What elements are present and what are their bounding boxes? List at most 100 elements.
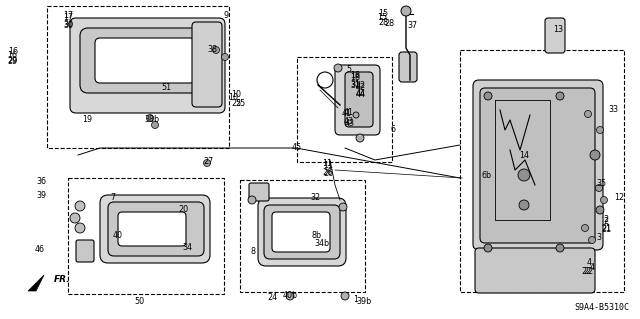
Text: 41
43: 41 43 <box>344 108 354 126</box>
Text: 41: 41 <box>342 109 352 118</box>
Text: 1: 1 <box>353 295 358 305</box>
Circle shape <box>600 197 607 204</box>
Text: 13: 13 <box>553 25 563 33</box>
Text: 17
30: 17 30 <box>63 11 73 29</box>
Text: 35: 35 <box>596 179 606 188</box>
Text: 16: 16 <box>7 50 17 60</box>
Text: S9A4-B5310C: S9A4-B5310C <box>574 303 629 312</box>
Text: 40b: 40b <box>282 291 298 300</box>
FancyBboxPatch shape <box>118 212 186 246</box>
FancyBboxPatch shape <box>100 195 210 263</box>
Text: 8: 8 <box>250 247 255 256</box>
Circle shape <box>334 64 342 72</box>
Text: 16
29: 16 29 <box>8 47 18 65</box>
Text: 36: 36 <box>36 176 46 186</box>
Text: 42: 42 <box>356 83 366 92</box>
Circle shape <box>286 292 294 300</box>
Text: 19: 19 <box>82 115 92 124</box>
Text: 51: 51 <box>161 84 171 93</box>
Text: 18: 18 <box>350 72 360 81</box>
Text: 46: 46 <box>35 244 45 254</box>
Text: 2
21: 2 21 <box>601 215 611 234</box>
Circle shape <box>484 244 492 252</box>
FancyBboxPatch shape <box>399 52 417 82</box>
Text: 30: 30 <box>63 21 73 31</box>
Bar <box>297 57 392 162</box>
Text: 11: 11 <box>323 161 333 170</box>
Text: 3: 3 <box>596 234 602 242</box>
FancyBboxPatch shape <box>192 22 222 107</box>
Circle shape <box>590 150 600 160</box>
Text: 39: 39 <box>36 190 46 199</box>
FancyBboxPatch shape <box>475 248 595 293</box>
Text: 50: 50 <box>134 296 144 306</box>
Text: 6: 6 <box>390 125 396 135</box>
Bar <box>460 50 624 292</box>
Text: 32: 32 <box>310 192 320 202</box>
Text: 11
26: 11 26 <box>322 159 332 177</box>
Text: 4: 4 <box>589 263 595 271</box>
Text: 9: 9 <box>223 11 228 20</box>
Circle shape <box>221 54 228 61</box>
Circle shape <box>519 200 529 210</box>
Circle shape <box>401 6 411 16</box>
FancyBboxPatch shape <box>272 212 330 252</box>
FancyBboxPatch shape <box>80 28 210 93</box>
Text: 38: 38 <box>207 46 217 55</box>
Text: 42
44: 42 44 <box>356 81 366 99</box>
Text: 39b: 39b <box>356 296 372 306</box>
Text: 6b: 6b <box>482 170 492 180</box>
Text: 18
31: 18 31 <box>350 70 360 89</box>
FancyBboxPatch shape <box>264 205 340 259</box>
Circle shape <box>556 244 564 252</box>
Text: 26: 26 <box>323 169 333 179</box>
Circle shape <box>582 225 589 232</box>
Bar <box>47 6 229 148</box>
Circle shape <box>596 127 604 133</box>
Text: 5: 5 <box>346 65 351 75</box>
Circle shape <box>147 115 154 122</box>
Circle shape <box>353 112 359 118</box>
Circle shape <box>584 110 591 117</box>
Circle shape <box>589 236 595 243</box>
Polygon shape <box>28 275 44 291</box>
Text: 31: 31 <box>350 80 360 90</box>
Text: 17: 17 <box>63 13 73 23</box>
Text: 34b: 34b <box>314 239 330 248</box>
Circle shape <box>595 184 602 191</box>
Text: 12: 12 <box>614 192 624 202</box>
Text: 8b: 8b <box>312 232 322 241</box>
Text: 33: 33 <box>608 105 618 114</box>
Text: 20: 20 <box>178 204 188 213</box>
Text: 27: 27 <box>204 158 214 167</box>
FancyBboxPatch shape <box>335 65 380 135</box>
Text: 14: 14 <box>519 152 529 160</box>
Text: 40: 40 <box>113 231 123 240</box>
Circle shape <box>518 169 530 181</box>
Text: 45: 45 <box>292 144 302 152</box>
Circle shape <box>75 201 85 211</box>
Circle shape <box>356 134 364 142</box>
FancyBboxPatch shape <box>258 198 346 266</box>
Circle shape <box>248 196 256 204</box>
FancyBboxPatch shape <box>473 80 603 250</box>
Circle shape <box>75 223 85 233</box>
FancyBboxPatch shape <box>95 38 195 83</box>
Text: 43: 43 <box>345 118 355 128</box>
Circle shape <box>70 213 80 223</box>
FancyBboxPatch shape <box>480 88 595 243</box>
Bar <box>240 180 365 292</box>
Bar <box>68 178 224 294</box>
Text: 2: 2 <box>604 218 609 226</box>
FancyBboxPatch shape <box>76 240 94 262</box>
Circle shape <box>596 206 604 214</box>
Text: 15: 15 <box>377 12 387 21</box>
Circle shape <box>212 47 220 54</box>
FancyBboxPatch shape <box>108 202 204 256</box>
Circle shape <box>152 122 159 129</box>
Circle shape <box>484 92 492 100</box>
Text: 34: 34 <box>182 243 192 253</box>
Text: FR.: FR. <box>54 276 70 285</box>
Text: 22: 22 <box>581 266 591 276</box>
Text: 10: 10 <box>228 93 238 102</box>
